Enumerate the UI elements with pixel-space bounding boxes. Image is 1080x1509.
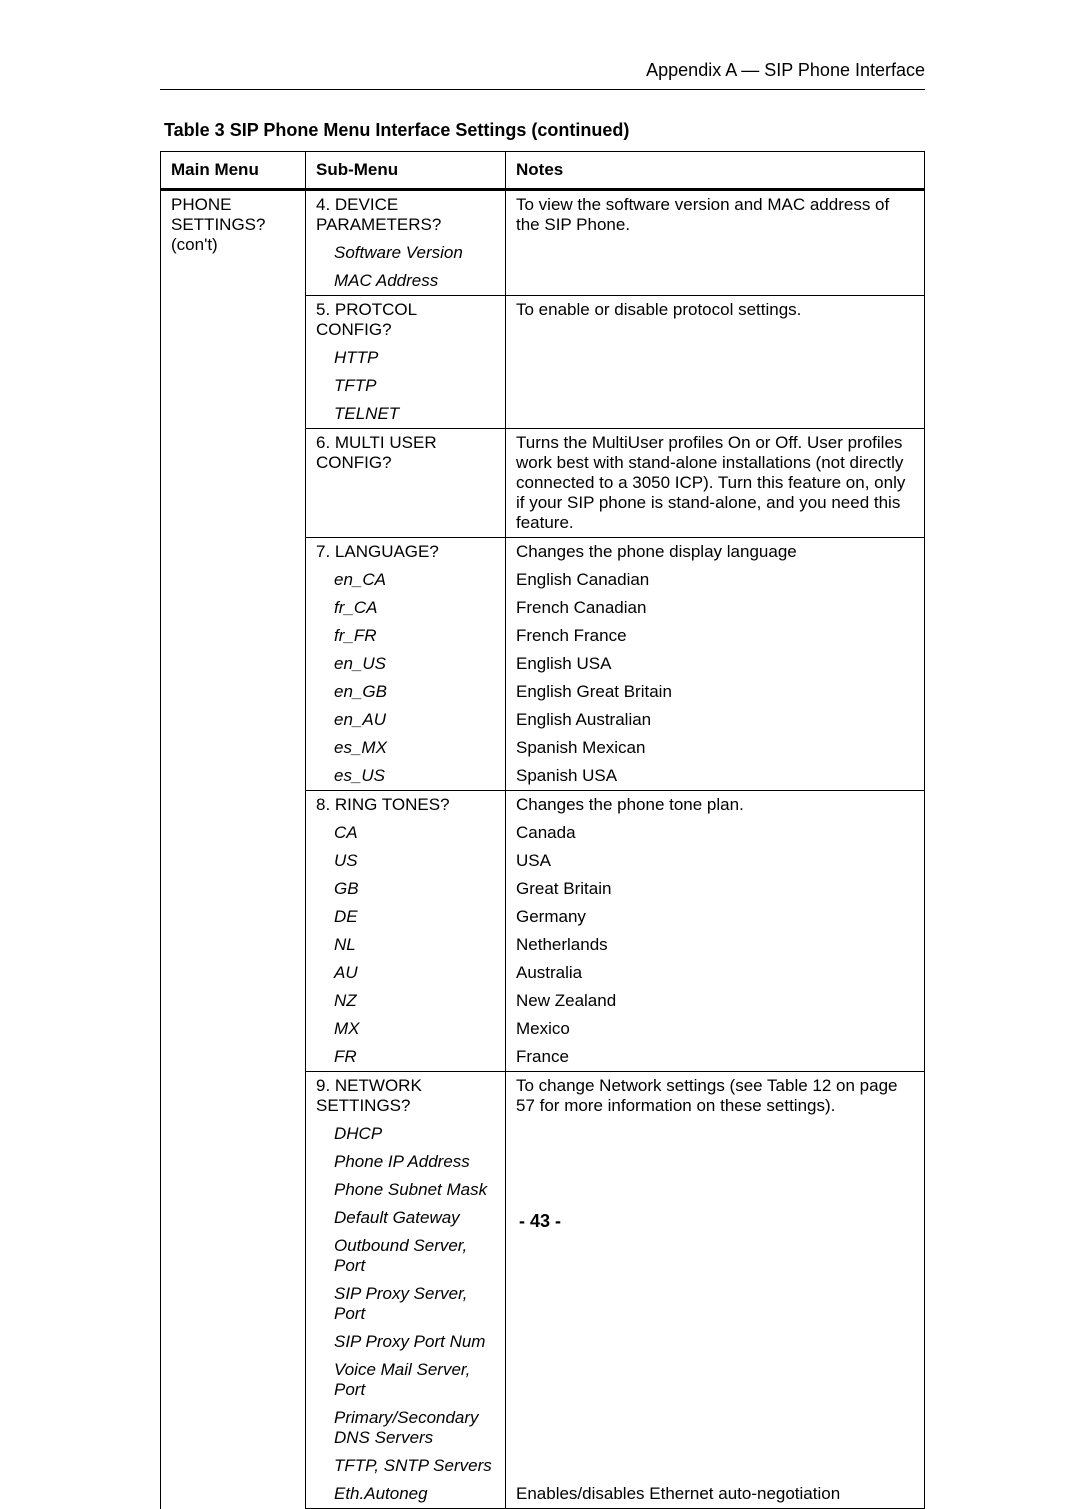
submenu-item: AU <box>306 959 506 987</box>
notes-cell: English Australian <box>506 706 925 734</box>
settings-table: Main Menu Sub-Menu Notes PHONESETTINGS?(… <box>160 151 925 1509</box>
notes-cell: Mexico <box>506 1015 925 1043</box>
table-row: PHONESETTINGS?(con't)4. DEVICEPARAMETERS… <box>161 190 925 240</box>
submenu-item: Phone Subnet Mask <box>306 1176 506 1204</box>
submenu-item: en_US <box>306 650 506 678</box>
notes-cell: Changes the phone tone plan. <box>506 791 925 820</box>
submenu-item: CA <box>306 819 506 847</box>
submenu-item: MX <box>306 1015 506 1043</box>
submenu-item: DE <box>306 903 506 931</box>
page-footer: - 43 - <box>0 1211 1080 1232</box>
table-body: PHONESETTINGS?(con't)4. DEVICEPARAMETERS… <box>161 190 925 1509</box>
submenu-item: es_MX <box>306 734 506 762</box>
notes-cell: Great Britain <box>506 875 925 903</box>
header-rule <box>160 89 925 90</box>
submenu-item: SIP Proxy Server, Port <box>306 1280 506 1328</box>
notes-cell: Germany <box>506 903 925 931</box>
col-header-sub: Sub-Menu <box>306 152 506 190</box>
submenu-heading: 5. PROTCOL CONFIG? <box>306 296 506 345</box>
notes-cell: French Canadian <box>506 594 925 622</box>
submenu-heading: 8. RING TONES? <box>306 791 506 820</box>
submenu-item: GB <box>306 875 506 903</box>
submenu-item: MAC Address <box>306 267 506 296</box>
col-header-notes: Notes <box>506 152 925 190</box>
submenu-item: es_US <box>306 762 506 791</box>
submenu-heading: 4. DEVICEPARAMETERS? <box>306 190 506 240</box>
notes-cell: To change Network settings (see Table 12… <box>506 1072 925 1481</box>
submenu-item: en_CA <box>306 566 506 594</box>
submenu-item: NZ <box>306 987 506 1015</box>
submenu-item: DHCP <box>306 1120 506 1148</box>
submenu-item: Outbound Server, Port <box>306 1232 506 1280</box>
notes-cell: English Canadian <box>506 566 925 594</box>
notes-cell: Canada <box>506 819 925 847</box>
notes-cell: English USA <box>506 650 925 678</box>
notes-cell: Changes the phone display language <box>506 538 925 567</box>
submenu-item: en_GB <box>306 678 506 706</box>
submenu-item: TFTP <box>306 372 506 400</box>
page-header: Appendix A — SIP Phone Interface <box>160 60 925 89</box>
notes-cell: Australia <box>506 959 925 987</box>
notes-cell: Spanish Mexican <box>506 734 925 762</box>
notes-cell: New Zealand <box>506 987 925 1015</box>
submenu-item: HTTP <box>306 344 506 372</box>
notes-cell: Enables/disables Ethernet auto-negotiati… <box>506 1480 925 1509</box>
submenu-item: Eth.Autoneg <box>306 1480 506 1509</box>
submenu-item: TFTP, SNTP Servers <box>306 1452 506 1480</box>
main-menu-line: SETTINGS? <box>171 215 295 235</box>
table-title: Table 3 SIP Phone Menu Interface Setting… <box>160 120 925 141</box>
main-menu-line: PHONE <box>171 195 295 215</box>
submenu-item: US <box>306 847 506 875</box>
submenu-item: Primary/Secondary DNS Servers <box>306 1404 506 1452</box>
notes-cell: French France <box>506 622 925 650</box>
submenu-item: SIP Proxy Port Num <box>306 1328 506 1356</box>
notes-cell: Netherlands <box>506 931 925 959</box>
notes-cell: Spanish USA <box>506 762 925 791</box>
notes-cell: To view the software version and MAC add… <box>506 190 925 296</box>
submenu-item: en_AU <box>306 706 506 734</box>
submenu-heading: 9. NETWORK SETTINGS? <box>306 1072 506 1121</box>
submenu-item: Software Version <box>306 239 506 267</box>
submenu-item: fr_FR <box>306 622 506 650</box>
notes-cell: USA <box>506 847 925 875</box>
submenu-item: NL <box>306 931 506 959</box>
submenu-item: FR <box>306 1043 506 1072</box>
notes-cell: English Great Britain <box>506 678 925 706</box>
submenu-heading: 6. MULTI USER CONFIG? <box>306 429 506 538</box>
submenu-item: fr_CA <box>306 594 506 622</box>
notes-cell: Turns the MultiUser profiles On or Off. … <box>506 429 925 538</box>
notes-cell: To enable or disable protocol settings. <box>506 296 925 429</box>
notes-cell: France <box>506 1043 925 1072</box>
col-header-main: Main Menu <box>161 152 306 190</box>
submenu-item: TELNET <box>306 400 506 429</box>
table-header-row: Main Menu Sub-Menu Notes <box>161 152 925 190</box>
main-menu-cell: PHONESETTINGS?(con't) <box>161 190 306 1509</box>
document-page: Appendix A — SIP Phone Interface Table 3… <box>0 0 1080 1397</box>
main-menu-line: (con't) <box>171 235 295 255</box>
submenu-heading: 7. LANGUAGE? <box>306 538 506 567</box>
submenu-item: Phone IP Address <box>306 1148 506 1176</box>
